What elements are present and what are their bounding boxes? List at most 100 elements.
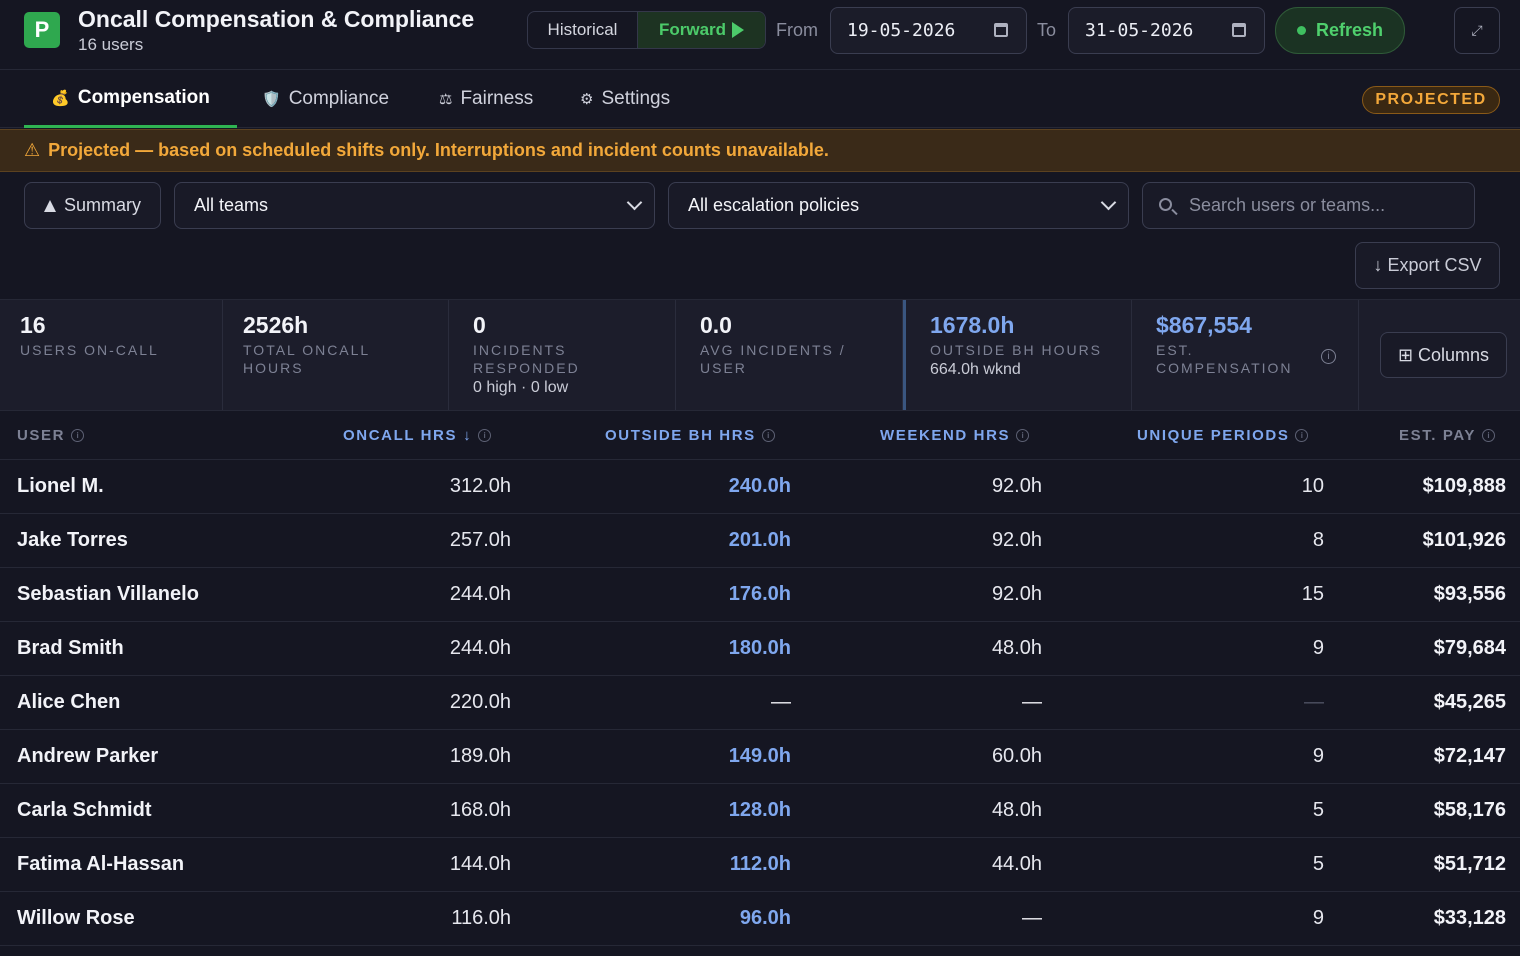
search-icon [1159, 198, 1172, 211]
tab-label: Fairness [460, 88, 534, 109]
mode-toggle: Historical Forward [527, 11, 766, 49]
escalation-policy-select[interactable]: All escalation policies [668, 182, 1129, 229]
user-name: Fatima Al-Hassan [17, 853, 185, 875]
user-name: Sebastian Villanelo [17, 583, 199, 605]
outside-bh-hours: 240.0h [728, 475, 791, 497]
oncall-hours: 244.0h [449, 637, 511, 659]
stat-value: 0 [473, 312, 486, 338]
info-icon[interactable]: i [71, 429, 85, 442]
unique-periods: 8 [1312, 529, 1324, 551]
outside-bh-hours: 149.0h [728, 745, 791, 767]
stat-value: $867,554 [1156, 312, 1252, 338]
stat-label: TOTAL ONCALL HOURS [243, 342, 370, 376]
table-row[interactable]: Andrew Parker 189.0h 149.0h 60.0h 9 $72,147 [0, 730, 1520, 784]
column-header-unique-periods[interactable]: UNIQUE PERIODS i [1137, 427, 1309, 444]
column-header-outside-bh-hrs[interactable]: OUTSIDE BH HRS i [605, 427, 775, 444]
projection-warning-banner: ⚠ Projected — based on scheduled shifts … [0, 129, 1520, 172]
projected-badge: PROJECTED [1362, 86, 1500, 114]
unique-periods: — [1304, 691, 1324, 713]
to-date-input[interactable]: 31-05-2026 [1068, 7, 1265, 54]
stat-label: EST. COMPENSATION [1156, 342, 1293, 376]
shield-icon: 🛡️ [262, 91, 281, 108]
table-row[interactable]: Fatima Al-Hassan 144.0h 112.0h 44.0h 5 $51,71… [0, 838, 1520, 892]
unique-periods: 15 [1301, 583, 1324, 605]
est-pay: $45,265 [1433, 691, 1506, 713]
info-icon[interactable]: i [1321, 349, 1336, 364]
table-row[interactable]: Alice Chen 220.0h — — — $45,265 [0, 676, 1520, 730]
info-icon[interactable]: i [1016, 429, 1030, 442]
teams-select[interactable]: All teams [174, 182, 655, 229]
stat-est-compensation: $867,554 EST. COMPENSATION i [1132, 300, 1359, 410]
refresh-label: Refresh [1315, 20, 1384, 40]
info-icon[interactable]: i [478, 429, 492, 442]
header-label: OUTSIDE BH HRS [605, 427, 756, 444]
from-label: From [776, 20, 818, 40]
status-dot-icon [1296, 26, 1306, 35]
table-row[interactable]: Brad Smith 244.0h 180.0h 48.0h 9 $79,684 [0, 622, 1520, 676]
weekend-hours: — [1022, 907, 1042, 929]
table-row[interactable]: Carla Schmidt 168.0h 128.0h 48.0h 5 $58,176 [0, 784, 1520, 838]
app-header: P Oncall Compensation & Compliance 16 us… [0, 0, 1520, 70]
stat-label: AVG INCIDENTS / USER [700, 342, 846, 376]
calendar-icon[interactable] [1232, 23, 1246, 37]
stat-label: USERS ON-CALL [20, 342, 159, 358]
tab-settings[interactable]: ⚙ Settings [580, 70, 670, 128]
summary-stats: 16 USERS ON-CALL 2526h TOTAL ONCALL HOUR… [0, 299, 1520, 411]
oncall-hours: 220.0h [449, 691, 511, 713]
summary-toggle-button[interactable]: Summary [24, 182, 161, 229]
weekend-hours: 92.0h [991, 583, 1042, 605]
column-header-weekend-hrs[interactable]: WEEKEND HRS i [880, 427, 1030, 444]
to-date-value: 31-05-2026 [1085, 20, 1194, 41]
stat-label: OUTSIDE BH HOURS [930, 342, 1103, 358]
weekend-hours: 48.0h [991, 799, 1042, 821]
oncall-hours: 144.0h [449, 853, 511, 875]
tab-compensation[interactable]: 💰 Compensation [24, 70, 237, 128]
money-bag-icon: 💰 [51, 89, 70, 107]
from-date-input[interactable]: 19-05-2026 [830, 7, 1027, 54]
table-row[interactable]: Jake Torres 257.0h 201.0h 92.0h 8 $101,926 [0, 514, 1520, 568]
triangle-up-icon [43, 199, 56, 212]
expand-icon[interactable]: ⤢ [1454, 7, 1500, 54]
stat-incidents-responded: 0 INCIDENTS RESPONDED 0 high · 0 low [449, 300, 676, 410]
warning-icon: ⚠ [24, 140, 41, 160]
calendar-icon[interactable] [994, 23, 1008, 37]
forward-button[interactable]: Forward [638, 12, 765, 48]
tab-bar: 💰 Compensation 🛡️ Compliance ⚖ Fairness … [0, 70, 1520, 128]
user-name: Andrew Parker [17, 745, 159, 767]
table-row[interactable]: Sebastian Villanelo 244.0h 176.0h 92.0h 15 $9… [0, 568, 1520, 622]
oncall-hours: 244.0h [449, 583, 511, 605]
info-icon[interactable]: i [1482, 429, 1495, 442]
forward-label: Forward [658, 20, 727, 39]
tab-fairness[interactable]: ⚖ Fairness [439, 70, 533, 128]
outside-bh-hours: 112.0h [729, 853, 791, 875]
search-input[interactable]: Search users or teams... [1142, 182, 1475, 229]
stat-sub: 0 high · 0 low [473, 379, 569, 396]
stat-label: INCIDENTS RESPONDED [473, 342, 580, 376]
unique-periods: 5 [1312, 799, 1324, 821]
info-icon[interactable]: i [761, 429, 775, 442]
chevron-down-icon [1100, 194, 1117, 211]
teams-select-value: All teams [194, 195, 269, 215]
escalation-select-value: All escalation policies [688, 195, 860, 215]
unique-periods: 9 [1312, 907, 1324, 929]
table-row[interactable]: Willow Rose 116.0h 96.0h — 9 $33,128 [0, 892, 1520, 946]
outside-bh-hours: 176.0h [728, 583, 791, 605]
refresh-button[interactable]: Refresh [1275, 7, 1405, 54]
est-pay: $101,926 [1422, 529, 1506, 551]
oncall-hours: 189.0h [449, 745, 511, 767]
column-header-user[interactable]: USER i [17, 427, 85, 444]
header-label: EST. PAY [1399, 427, 1476, 444]
user-name: Carla Schmidt [17, 799, 152, 821]
table-row[interactable]: Lionel M. 312.0h 240.0h 92.0h 10 $109,888 [0, 460, 1520, 514]
info-icon[interactable]: i [1295, 429, 1309, 442]
summary-label: Summary [63, 195, 141, 215]
export-csv-button[interactable]: ↓ Export CSV [1355, 242, 1500, 289]
est-pay: $58,176 [1433, 799, 1506, 821]
stat-avg-incidents: 0.0 AVG INCIDENTS / USER [676, 300, 903, 410]
column-header-est-pay[interactable]: EST. PAY i [1399, 427, 1495, 444]
tab-compliance[interactable]: 🛡️ Compliance [262, 70, 389, 128]
historical-button[interactable]: Historical [528, 12, 638, 48]
column-header-oncall-hrs[interactable]: ONCALL HRS ↓ i [343, 427, 492, 444]
unique-periods: 10 [1301, 475, 1324, 497]
columns-button[interactable]: ⊞ Columns [1380, 332, 1507, 378]
